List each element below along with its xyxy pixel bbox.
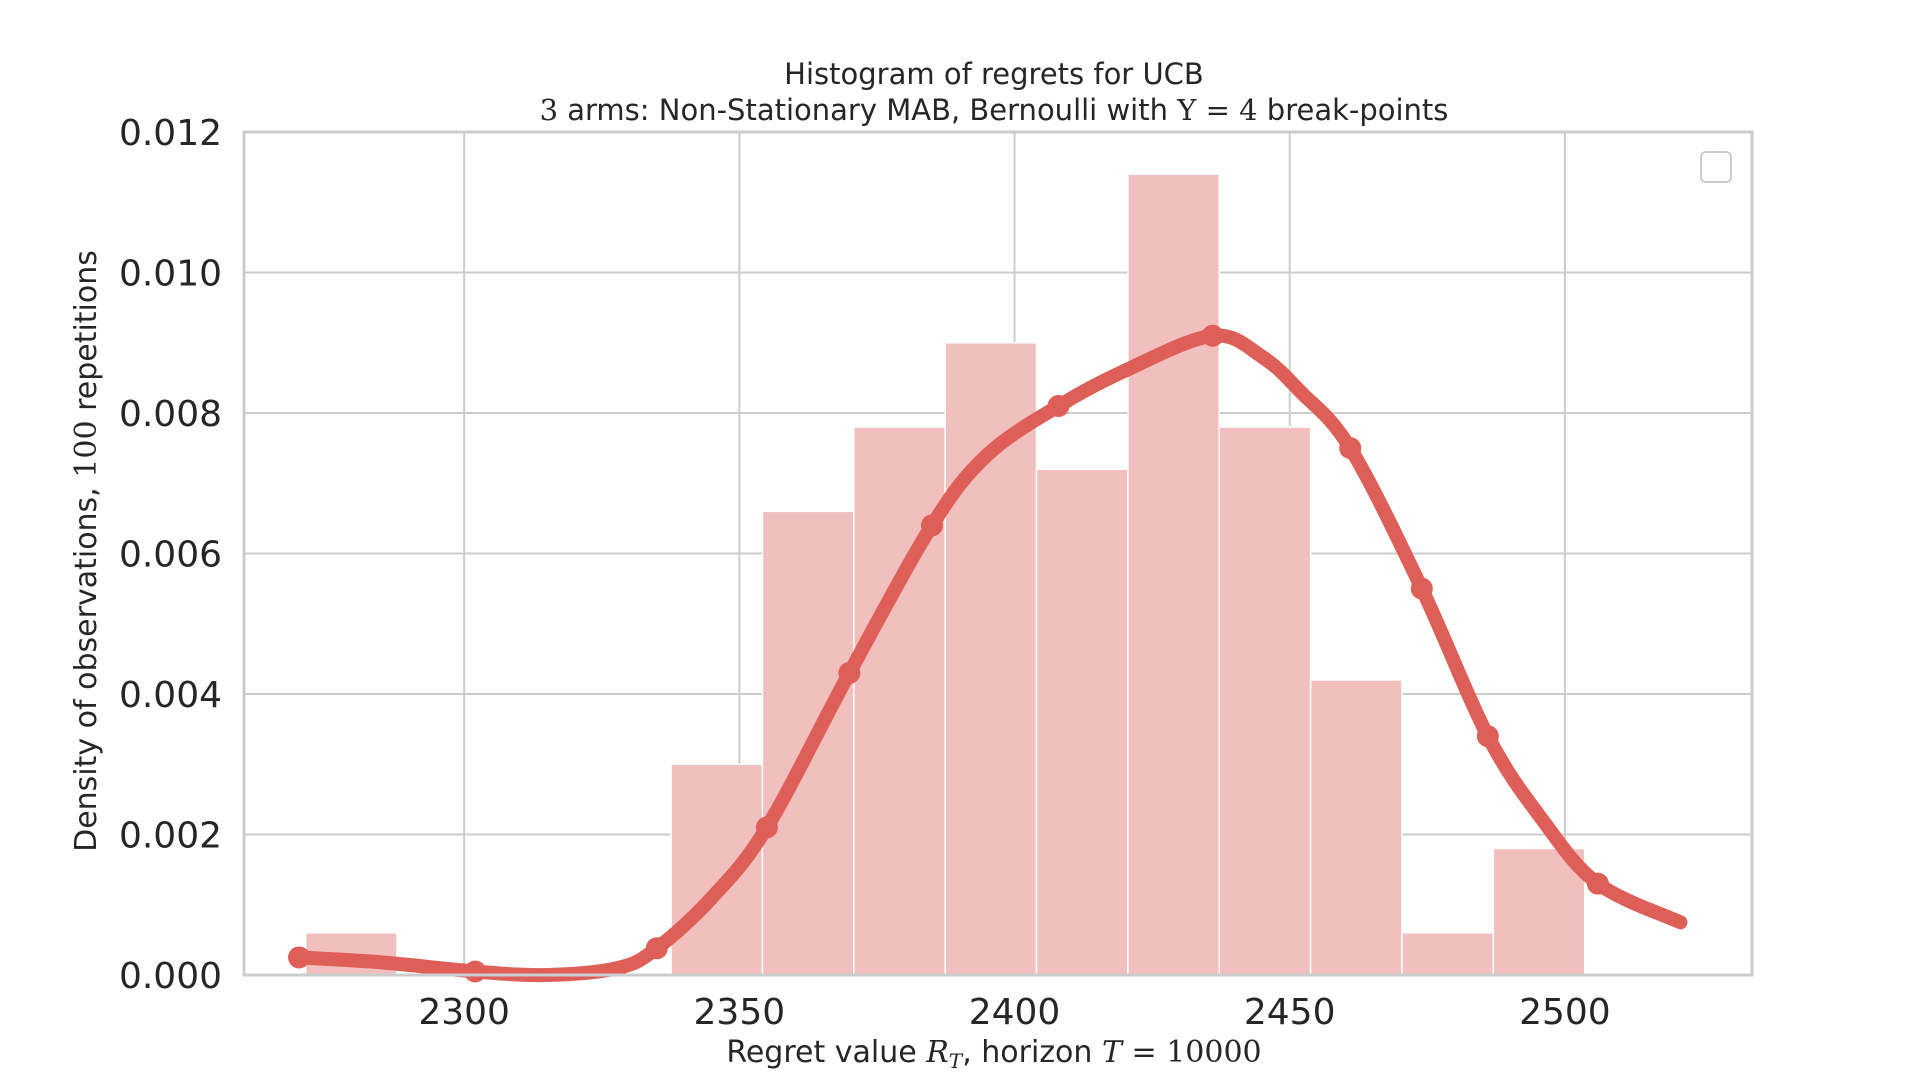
title-upsilon: Υ — [1176, 93, 1197, 127]
title-text2: break-points — [1258, 93, 1449, 127]
x-tick-label: 2500 — [1519, 992, 1611, 1033]
title-eq: = — [1196, 93, 1239, 127]
kde-marker — [838, 661, 861, 684]
xlabel-eq: = — [1122, 1035, 1166, 1070]
xlabel-text2: , horizon — [962, 1035, 1102, 1070]
kde-marker — [288, 946, 311, 969]
y-tick-label: 0.008 — [119, 394, 222, 435]
y-tick-label: 0.012 — [119, 113, 222, 154]
kde-curve — [288, 324, 1688, 983]
kde-marker — [464, 960, 487, 983]
y-tick-label: 0.006 — [119, 535, 222, 576]
chart-title-line2: 3 arms: Non-Stationary MAB, Bernoulli wi… — [540, 93, 1449, 127]
histogram-bar — [1309, 679, 1403, 976]
plot-border — [242, 130, 1754, 977]
histogram-bar — [1401, 932, 1495, 976]
y-axis-label: Density of observations, 100 repetitions — [69, 250, 104, 852]
xlabel-text1: Regret value — [726, 1035, 926, 1070]
kde-marker — [1339, 437, 1362, 460]
kde-marker — [1476, 725, 1499, 748]
kde-line — [292, 328, 1688, 983]
histogram-bar — [1218, 426, 1312, 976]
chart-title-line1: Histogram of regrets for UCB — [784, 57, 1204, 91]
kde-marker — [1201, 324, 1224, 347]
y-tick-label: 0.000 — [119, 956, 222, 997]
title-breakpoints: 4 — [1239, 93, 1257, 127]
ylabel-repetitions: 100 — [69, 420, 104, 477]
histogram-bar — [1035, 468, 1129, 976]
plot-frame — [242, 130, 1754, 977]
kde-marker — [1410, 577, 1433, 600]
histogram-bar — [1127, 173, 1220, 976]
kde-marker — [645, 937, 668, 960]
xlabel-horizon: 10000 — [1166, 1035, 1261, 1070]
kde-marker — [755, 816, 778, 839]
kde-marker — [1586, 872, 1609, 895]
xlabel-r-sub: T — [949, 1049, 964, 1073]
histogram-bar — [944, 342, 1038, 976]
x-tick-label: 2400 — [969, 992, 1061, 1033]
y-tick-label: 0.010 — [119, 254, 222, 295]
histogram-bar — [670, 763, 764, 976]
ylabel-text2: repetitions — [69, 250, 104, 420]
title-n-arms: 3 — [540, 93, 558, 127]
tick-labels: 2300 2350 2400 2450 2500 0.000 0.002 0.004 0.006… — [119, 113, 1611, 1033]
ylabel-text1: Density of observations, — [69, 478, 104, 852]
xlabel-r-symbol: R — [925, 1035, 949, 1070]
x-tick-label: 2450 — [1244, 992, 1336, 1033]
x-tick-label: 2350 — [694, 992, 786, 1033]
histogram-bar — [1492, 847, 1586, 976]
y-tick-label: 0.002 — [119, 816, 222, 857]
title-text1: arms: Non-Stationary MAB, Bernoulli with — [558, 93, 1177, 127]
x-tick-label: 2300 — [418, 992, 510, 1033]
kde-marker — [920, 514, 943, 537]
y-tick-label: 0.004 — [119, 675, 222, 716]
legend-box — [1700, 151, 1732, 183]
kde-marker — [1047, 394, 1070, 417]
x-axis-label: Regret value RT, horizon T = 10000 — [726, 1035, 1261, 1073]
xlabel-t-symbol: T — [1102, 1035, 1124, 1070]
histogram-bar — [853, 426, 946, 976]
